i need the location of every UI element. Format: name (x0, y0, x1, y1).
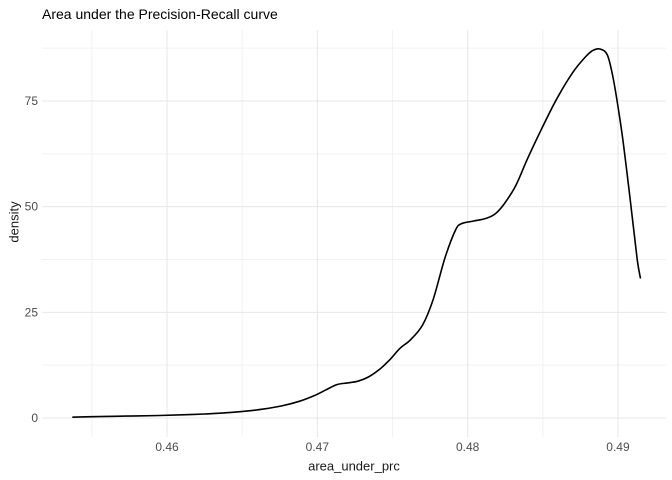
plot-title: Area under the Precision-Recall curve (42, 6, 278, 22)
x-tick-label: 0.48 (456, 440, 480, 454)
y-tick-label: 25 (25, 305, 39, 319)
x-tick-label: 0.49 (606, 440, 630, 454)
x-tick-label: 0.46 (155, 440, 179, 454)
x-tick-label: 0.47 (306, 440, 330, 454)
y-tick-label: 75 (25, 94, 39, 108)
y-axis-title: density (6, 201, 22, 243)
y-tick-label: 50 (25, 200, 39, 214)
x-axis-title: area_under_prc (308, 458, 400, 474)
y-tick-label: 0 (31, 411, 38, 425)
density-curve (72, 47, 642, 418)
